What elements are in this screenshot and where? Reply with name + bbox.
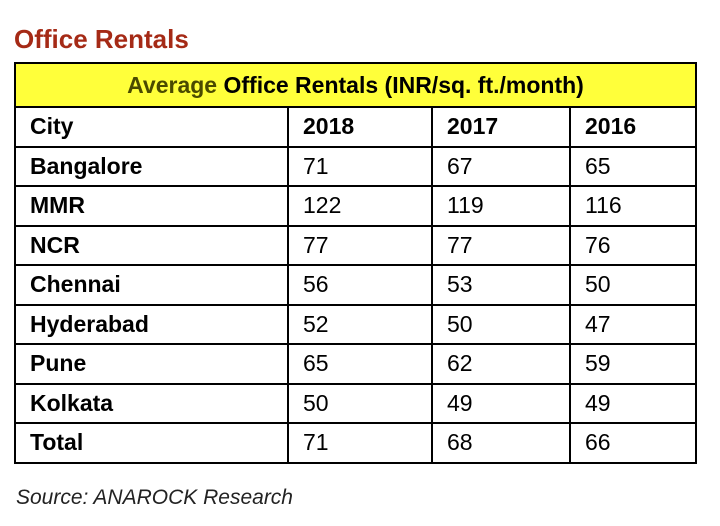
value-cell: 71 (287, 145, 433, 187)
total-value-cell: 68 (431, 422, 571, 464)
value-cell: 77 (431, 224, 571, 266)
table-header-row: City 2018 2017 2016 (14, 106, 697, 148)
city-cell: NCR (14, 224, 289, 266)
value-cell: 59 (569, 343, 697, 385)
city-cell: MMR (14, 185, 289, 227)
value-cell: 53 (431, 264, 571, 306)
value-cell: 119 (431, 185, 571, 227)
table-row: Chennai 56 53 50 (14, 264, 697, 306)
city-cell: Hyderabad (14, 303, 289, 345)
page-heading: Office Rentals (14, 24, 189, 54)
value-cell: 65 (569, 145, 697, 187)
city-cell: Pune (14, 343, 289, 385)
value-cell: 122 (287, 185, 433, 227)
column-header-city: City (14, 106, 289, 148)
column-header-2017: 2017 (431, 106, 571, 148)
total-value-cell: 71 (287, 422, 433, 464)
value-cell: 67 (431, 145, 571, 187)
table-row: Bangalore 71 67 65 (14, 145, 697, 187)
table-title-prefix: Average (127, 71, 218, 98)
table-row: Pune 65 62 59 (14, 343, 697, 385)
table-title: Average Office Rentals (INR/sq. ft./mont… (14, 62, 697, 108)
source-note: Source: ANAROCK Research (16, 486, 293, 509)
value-cell: 77 (287, 224, 433, 266)
total-value-cell: 66 (569, 422, 697, 464)
value-cell: 56 (287, 264, 433, 306)
value-cell: 65 (287, 343, 433, 385)
value-cell: 76 (569, 224, 697, 266)
value-cell: 49 (431, 382, 571, 424)
value-cell: 47 (569, 303, 697, 345)
table-row: Hyderabad 52 50 47 (14, 303, 697, 345)
table-title-main: Office Rentals (INR/sq. ft./month) (223, 71, 584, 98)
table-title-row: Average Office Rentals (INR/sq. ft./mont… (14, 62, 697, 108)
office-rentals-table: Average Office Rentals (INR/sq. ft./mont… (14, 62, 697, 464)
table-row: Kolkata 50 49 49 (14, 382, 697, 424)
value-cell: 62 (431, 343, 571, 385)
value-cell: 50 (431, 303, 571, 345)
city-cell: Chennai (14, 264, 289, 306)
city-cell: Kolkata (14, 382, 289, 424)
value-cell: 49 (569, 382, 697, 424)
table-row: MMR 122 119 116 (14, 185, 697, 227)
value-cell: 52 (287, 303, 433, 345)
value-cell: 50 (287, 382, 433, 424)
table-row-total: Total 71 68 66 (14, 422, 697, 464)
table-row: NCR 77 77 76 (14, 224, 697, 266)
value-cell: 116 (569, 185, 697, 227)
column-header-2016: 2016 (569, 106, 697, 148)
column-header-2018: 2018 (287, 106, 433, 148)
city-cell: Bangalore (14, 145, 289, 187)
total-label-cell: Total (14, 422, 289, 464)
value-cell: 50 (569, 264, 697, 306)
